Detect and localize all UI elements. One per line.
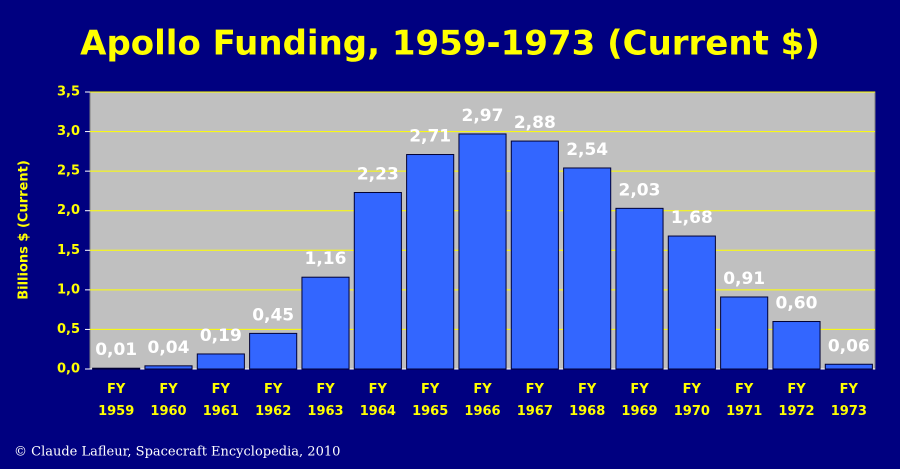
bar [406,154,455,370]
y-tick-label: 0,5 [57,322,80,337]
y-tick-label: 1,5 [57,243,80,258]
x-tick-label: FY 1959 [98,382,135,419]
x-tick-label: FY 1970 [673,382,710,419]
x-tick-label: FY 1966 [464,382,501,419]
x-tick-label: FY 1961 [202,382,239,419]
x-tick-label: FY 1972 [778,382,815,419]
data-label: 0,06 [828,336,870,356]
data-label: 0,45 [252,305,294,325]
bar [249,332,298,370]
y-tick-label: 0,0 [57,362,80,377]
data-label: 1,16 [305,249,347,269]
y-axis-label: Billions $ (Current) [17,160,32,300]
x-tick-label: FY 1960 [150,382,187,419]
bar [458,133,507,370]
y-tick-label: 3,0 [57,124,80,139]
data-label: 0,04 [148,338,190,358]
data-label: 0,01 [95,340,137,360]
data-label: 2,97 [462,106,504,126]
bar [196,353,245,370]
y-tick-label: 2,0 [57,203,80,218]
data-label: 1,68 [671,208,713,228]
data-label: 0,91 [723,269,765,289]
data-label: 2,54 [566,140,608,160]
x-tick-label: FY 1964 [359,382,396,419]
data-label: 2,03 [619,180,661,200]
footer: © Claude Lafleur, Spacecraft Encyclopedi… [14,445,340,460]
x-tick-label: FY 1963 [307,382,344,419]
bar [824,363,873,370]
x-tick-label: FY 1965 [412,382,449,419]
x-tick-label: FY 1962 [255,382,292,419]
bar [353,192,402,370]
x-tick-label: FY 1973 [830,382,867,419]
y-tick-label: 2,5 [57,164,80,179]
bar [301,276,350,370]
bar [720,296,769,370]
bar [563,167,612,370]
data-label: 0,19 [200,326,242,346]
x-tick-label: FY 1968 [569,382,606,419]
y-tick-label: 1,0 [57,282,80,297]
data-label: 0,60 [776,294,818,314]
bar [510,140,559,370]
data-label: 2,88 [514,113,556,133]
x-tick-label: FY 1969 [621,382,658,419]
bar [615,207,664,370]
bar [92,367,141,370]
x-tick-label: FY 1971 [726,382,763,419]
bar [667,235,716,370]
bar [772,321,821,370]
chart-title: Apollo Funding, 1959-1973 (Current $) [80,24,820,64]
bar [144,365,193,370]
data-label: 2,23 [357,165,399,185]
y-tick-label: 3,5 [57,85,80,100]
data-label: 2,71 [409,127,451,147]
x-tick-label: FY 1967 [516,382,553,419]
